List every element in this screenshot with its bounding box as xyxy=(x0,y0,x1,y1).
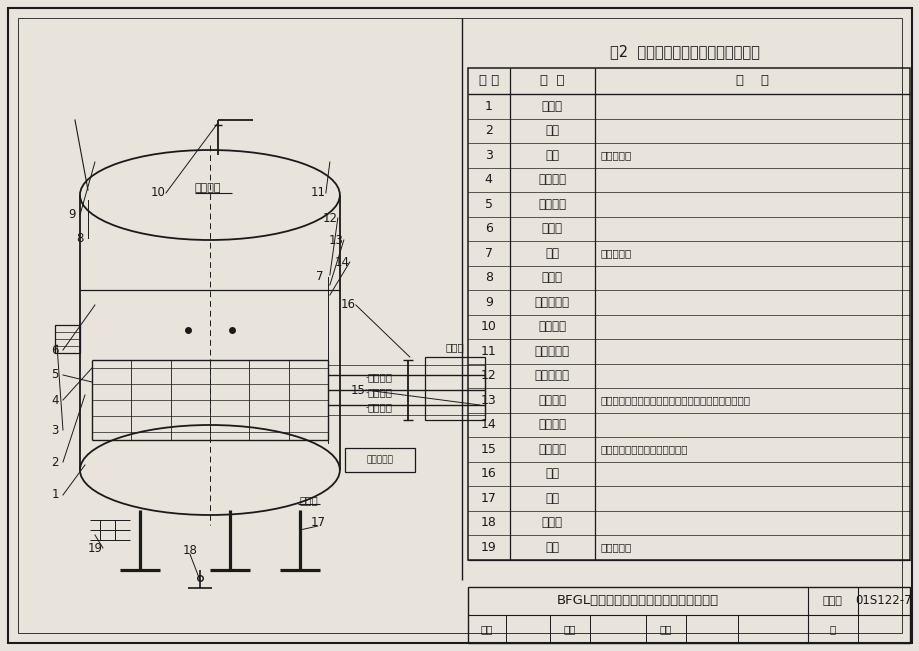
Text: 18: 18 xyxy=(182,544,198,557)
Text: 筒体: 筒体 xyxy=(545,124,559,137)
Text: 11: 11 xyxy=(310,186,325,199)
Text: 17: 17 xyxy=(310,516,325,529)
Text: 11: 11 xyxy=(481,345,496,358)
Text: 2: 2 xyxy=(484,124,493,137)
Text: 01S122-7: 01S122-7 xyxy=(855,594,911,607)
Text: 上封头: 上封头 xyxy=(541,271,562,284)
Text: 14: 14 xyxy=(334,255,349,268)
Text: 换热盘管: 换热盘管 xyxy=(538,418,565,431)
Text: 设计: 设计 xyxy=(659,624,671,634)
Text: 热水出管: 热水出管 xyxy=(195,183,221,193)
Text: 表2  立式半容积式水加热器部件名称: 表2 立式半容积式水加热器部件名称 xyxy=(609,44,759,59)
Bar xyxy=(345,448,414,472)
Text: 名  称: 名 称 xyxy=(539,74,564,87)
Text: 冷水进管: 冷水进管 xyxy=(368,402,392,412)
Text: 过滤器: 过滤器 xyxy=(445,342,464,352)
Text: 12: 12 xyxy=(322,212,337,225)
Text: 支座: 支座 xyxy=(545,492,559,505)
Text: 9: 9 xyxy=(484,296,493,309)
Text: 热水出管: 热水出管 xyxy=(538,320,565,333)
Text: 3: 3 xyxy=(484,148,493,161)
Text: 页: 页 xyxy=(829,624,834,634)
Text: 人孔: 人孔 xyxy=(545,148,559,161)
Text: 19: 19 xyxy=(87,542,102,555)
Text: 审核: 审核 xyxy=(480,624,493,634)
Text: 9: 9 xyxy=(68,208,75,221)
Text: 5: 5 xyxy=(51,368,59,381)
Text: 安全阀接管: 安全阀接管 xyxy=(534,296,569,309)
Text: 下封头: 下封头 xyxy=(541,100,562,113)
Text: 15: 15 xyxy=(350,383,365,396)
Text: BFGL型立式半容积式水加热器工作原理图: BFGL型立式半容积式水加热器工作原理图 xyxy=(556,594,718,607)
Bar xyxy=(425,357,484,420)
Text: 17: 17 xyxy=(481,492,496,505)
Text: 16: 16 xyxy=(340,299,355,311)
Text: 13: 13 xyxy=(328,234,343,247)
Text: 12: 12 xyxy=(481,369,496,382)
Text: 编 号: 编 号 xyxy=(478,74,498,87)
Text: 4: 4 xyxy=(484,173,493,186)
Text: 10: 10 xyxy=(151,186,165,199)
Text: 2: 2 xyxy=(51,456,59,469)
Text: 检修检查用: 检修检查用 xyxy=(600,150,631,160)
Text: 热媒进管: 热媒进管 xyxy=(368,372,392,382)
Text: 1: 1 xyxy=(484,100,493,113)
Text: 15: 15 xyxy=(481,443,496,456)
Text: 温度调节阀: 温度调节阀 xyxy=(366,456,392,465)
Text: 导流筒: 导流筒 xyxy=(541,222,562,235)
Text: 检修检查用: 检修检查用 xyxy=(600,542,631,552)
Text: 13: 13 xyxy=(481,394,496,407)
Text: 排污管: 排污管 xyxy=(300,495,318,505)
Text: 14: 14 xyxy=(481,418,496,431)
Text: 温包感受水温并向温度调节阀发出信号，调节热媒用量: 温包感受水温并向温度调节阀发出信号，调节热媒用量 xyxy=(600,395,750,406)
Text: 7: 7 xyxy=(316,271,323,283)
Text: 防止水短路: 防止水短路 xyxy=(600,248,631,258)
Text: 温度表接管: 温度表接管 xyxy=(534,369,569,382)
Text: 排污管: 排污管 xyxy=(541,516,562,529)
Bar xyxy=(467,68,909,559)
Text: 19: 19 xyxy=(481,541,496,554)
Text: 6: 6 xyxy=(51,344,59,357)
Text: 温包接管: 温包接管 xyxy=(538,394,565,407)
Text: 盖板: 盖板 xyxy=(545,541,559,554)
Bar xyxy=(55,325,80,353)
Text: 3: 3 xyxy=(51,424,59,437)
Text: 16: 16 xyxy=(481,467,496,480)
Text: 热媒出管: 热媒出管 xyxy=(538,173,565,186)
Text: 7: 7 xyxy=(484,247,493,260)
Text: 法兰: 法兰 xyxy=(545,467,559,480)
Text: 冷水进管: 冷水进管 xyxy=(538,443,565,456)
Text: 热媒出管: 热媒出管 xyxy=(368,387,392,397)
Text: 图集号: 图集号 xyxy=(822,596,842,606)
Text: 6: 6 xyxy=(484,222,493,235)
Text: 1: 1 xyxy=(51,488,59,501)
Text: 10: 10 xyxy=(481,320,496,333)
Text: 压力表接管: 压力表接管 xyxy=(534,345,569,358)
Text: 热媒进管: 热媒进管 xyxy=(538,198,565,211)
Text: 冷水自右向左通过换热盘管加热: 冷水自右向左通过换热盘管加热 xyxy=(600,444,687,454)
Text: 5: 5 xyxy=(484,198,493,211)
Text: 18: 18 xyxy=(481,516,496,529)
Text: 说    明: 说 明 xyxy=(735,74,768,87)
Text: 8: 8 xyxy=(484,271,493,284)
Bar xyxy=(467,587,909,643)
Text: 校对: 校对 xyxy=(562,624,575,634)
Text: 8: 8 xyxy=(76,232,84,245)
Text: 挡板: 挡板 xyxy=(545,247,559,260)
Text: 4: 4 xyxy=(51,393,59,406)
